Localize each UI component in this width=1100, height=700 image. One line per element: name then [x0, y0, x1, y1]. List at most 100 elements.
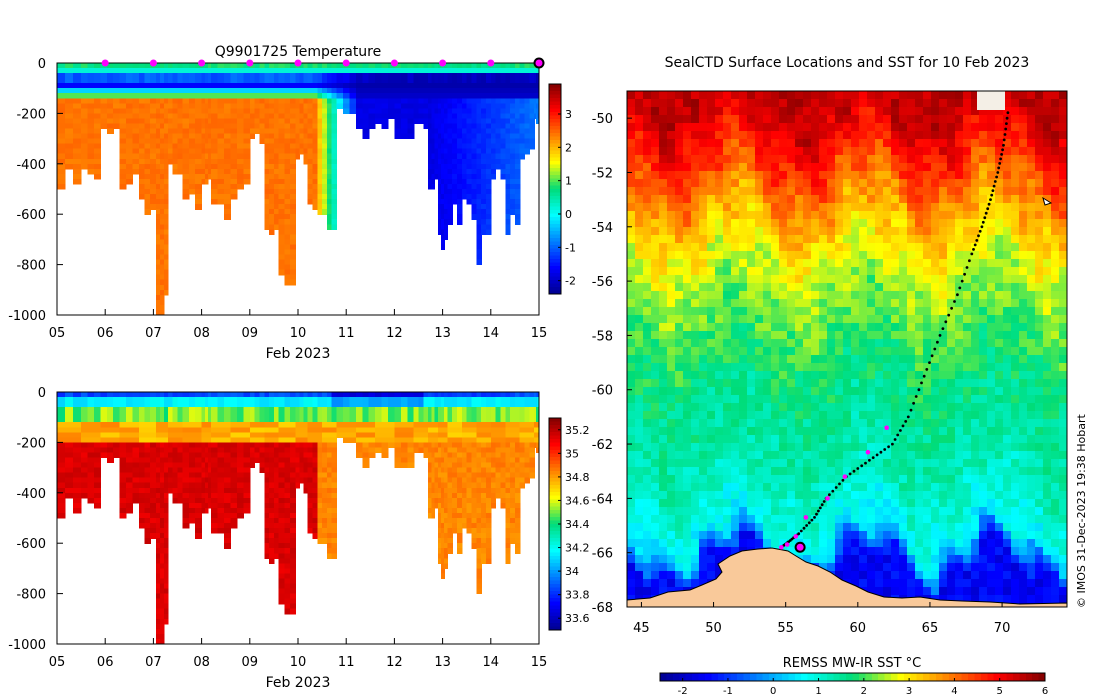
- salinity-cell: [195, 472, 203, 479]
- salinity-cell: [303, 422, 309, 428]
- salinity-cell: [93, 442, 101, 449]
- salinity-cell: [431, 437, 436, 443]
- salinity-cell: [440, 518, 445, 524]
- sst-cell: [691, 99, 700, 108]
- salinity-cell: [278, 447, 285, 454]
- salinity-cell: [485, 507, 492, 514]
- temperature-cell: [514, 123, 521, 130]
- temperature-cell: [524, 88, 530, 94]
- temperature-cell: [423, 63, 429, 69]
- temperature-cell: [312, 93, 318, 99]
- salinity-cell: [331, 487, 338, 494]
- temperature-cell: [505, 209, 511, 215]
- salinity-cell: [150, 487, 157, 494]
- salinity-cell: [87, 487, 95, 494]
- salinity-cell: [81, 462, 89, 469]
- salinity-cell: [428, 512, 432, 519]
- temperature-cell: [295, 133, 301, 140]
- temperature-cell: [138, 138, 146, 145]
- sst-cell: [683, 107, 692, 116]
- temperature-cell: [230, 88, 238, 94]
- salinity-cell: [73, 392, 82, 398]
- temperature-cell: [195, 189, 203, 195]
- temperature-cell: [355, 88, 363, 94]
- temperature-cell: [144, 199, 151, 205]
- temperature-cell: [230, 148, 238, 155]
- temperature-cell: [510, 123, 516, 130]
- temperature-cell: [505, 189, 511, 195]
- temperature-cell: [278, 239, 285, 246]
- salinity-cell: [418, 402, 424, 408]
- temperature-cell: [278, 173, 285, 180]
- temperature-cell: [126, 118, 134, 125]
- temperature-cell: [524, 78, 530, 84]
- temperature-cell: [172, 98, 179, 104]
- sst-cell: [811, 99, 820, 108]
- sst-cell: [715, 107, 724, 116]
- salinity-cell: [529, 397, 535, 403]
- sst-cell: [963, 107, 972, 116]
- temperature-cell: [471, 178, 477, 185]
- salinity-cell: [188, 447, 196, 454]
- temperature-cell: [444, 63, 449, 69]
- temperature-cell: [326, 163, 333, 170]
- temperature-cell: [126, 163, 134, 170]
- temperature-cell: [490, 68, 497, 74]
- temperature-cell: [505, 98, 511, 104]
- salinity-cell: [466, 442, 473, 449]
- salinity-cell: [87, 427, 95, 433]
- salinity-cell: [119, 412, 127, 418]
- temperature-cell: [126, 143, 134, 150]
- temperature-cell: [303, 68, 309, 74]
- salinity-cell: [269, 427, 275, 433]
- salinity-cell: [81, 412, 89, 418]
- salinity-cell: [312, 492, 318, 499]
- salinity-cell: [444, 502, 449, 509]
- temperature-cell: [201, 133, 206, 140]
- temperature-cell: [182, 113, 190, 120]
- salinity-cell: [440, 437, 445, 443]
- temperature-cell: [204, 173, 209, 180]
- salinity-cell: [155, 588, 161, 595]
- salinity-cell: [144, 437, 151, 443]
- temperature-cell: [159, 259, 165, 266]
- temperature-cell: [461, 138, 468, 145]
- salinity-cell: [144, 392, 151, 398]
- salinity-cell: [81, 487, 89, 494]
- temperature-cell: [500, 163, 506, 170]
- temperature-cell: [57, 158, 66, 165]
- salinity-cell: [172, 482, 179, 489]
- salinity-cell: [375, 407, 383, 413]
- salinity-cell: [349, 437, 357, 443]
- temperature-cell: [204, 163, 209, 170]
- salinity-cell: [269, 437, 275, 443]
- temperature-cell: [471, 103, 477, 109]
- salinity-cell: [150, 427, 157, 433]
- salinity-cell: [485, 412, 492, 418]
- sst-cell: [1003, 107, 1012, 116]
- salinity-cell: [289, 603, 297, 610]
- temperature-cell: [317, 153, 323, 160]
- salinity-cell: [177, 477, 183, 484]
- salinity-cell: [440, 442, 445, 449]
- temperature-cell: [93, 98, 101, 104]
- salinity-cell: [81, 427, 89, 433]
- temperature-cell: [81, 83, 89, 89]
- salinity-cell: [195, 477, 203, 484]
- salinity-cell: [269, 497, 275, 504]
- temperature-cell: [204, 148, 209, 155]
- salinity-cell: [349, 422, 357, 428]
- temperature-cell: [188, 143, 196, 150]
- salinity-cell: [195, 437, 203, 443]
- salinity-cell: [155, 538, 161, 544]
- salinity-cell: [195, 462, 203, 469]
- temperature-cell: [444, 68, 449, 74]
- temperature-cell: [132, 158, 140, 165]
- sst-cell: [715, 115, 724, 124]
- temperature-cell: [537, 93, 539, 99]
- salinity-cell: [230, 457, 238, 464]
- temperature-cell: [126, 178, 134, 185]
- salinity-cell: [167, 427, 174, 433]
- temperature-cell: [230, 163, 238, 170]
- temperature-cell: [322, 133, 328, 140]
